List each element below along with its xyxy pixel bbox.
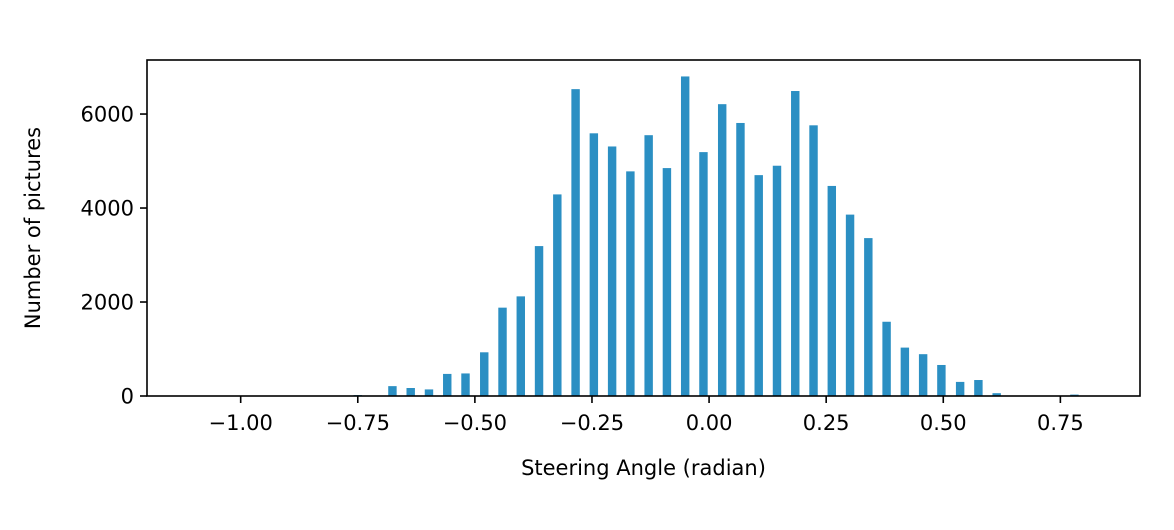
- histogram-bar: [754, 175, 763, 396]
- histogram-bar: [406, 388, 415, 396]
- histogram-bar: [534, 246, 544, 396]
- plot-frame: [146, 59, 1141, 397]
- x-tick-label: −0.50: [443, 411, 507, 435]
- histogram-bar: [974, 380, 983, 396]
- histogram-bar: [791, 91, 800, 397]
- x-tick-label: −0.25: [560, 411, 624, 435]
- histogram-bar: [644, 135, 653, 396]
- histogram-bar: [736, 122, 745, 396]
- x-tick-label: 0.00: [686, 411, 733, 435]
- x-tick-label: 0.25: [803, 411, 850, 435]
- histogram-bar: [882, 321, 891, 396]
- histogram-bar: [571, 89, 580, 396]
- x-tick-label: −1.00: [208, 411, 272, 435]
- histogram-bar: [992, 393, 1001, 396]
- histogram-bar: [516, 296, 525, 396]
- x-axis-label: Steering Angle (radian): [521, 456, 766, 480]
- y-tick-label: 4000: [81, 197, 134, 221]
- histogram-bar: [424, 389, 434, 396]
- histogram-bar: [480, 352, 489, 396]
- y-tick-label: 0: [121, 385, 134, 409]
- x-tick-label: −0.75: [326, 411, 390, 435]
- histogram-bar: [937, 364, 946, 396]
- histogram-bar: [845, 214, 855, 396]
- histogram-bar: [827, 185, 837, 396]
- histogram-bar: [461, 373, 470, 396]
- histogram-bar: [626, 171, 635, 396]
- x-tick-label: 0.75: [1037, 411, 1084, 435]
- histogram-bar: [864, 238, 873, 396]
- histogram-bars: [353, 76, 1079, 397]
- y-axis: 0 2000 4000 6000: [81, 103, 147, 409]
- histogram-bar: [388, 386, 397, 396]
- histogram-bar: [955, 381, 965, 396]
- histogram-bar: [607, 146, 617, 396]
- histogram-bar: [680, 76, 690, 396]
- histogram-bar: [699, 152, 708, 396]
- histogram-bar: [662, 168, 672, 396]
- histogram-bar: [589, 133, 599, 396]
- histogram-bar: [772, 165, 782, 396]
- histogram-bar: [809, 125, 818, 396]
- y-tick-label: 6000: [81, 103, 134, 127]
- histogram-bar: [900, 347, 910, 396]
- x-tick-label: 0.50: [920, 411, 967, 435]
- histogram-bar: [553, 194, 562, 396]
- x-axis: −1.00 −0.75 −0.50 −0.25 0.00 0.25 0.50 0.75: [208, 396, 1084, 435]
- histogram-bar: [717, 104, 727, 397]
- histogram-bar: [498, 307, 507, 396]
- histogram-bar: [443, 373, 452, 396]
- y-axis-label: Number of pictures: [21, 127, 45, 329]
- y-tick-label: 2000: [81, 291, 134, 315]
- histogram-bar: [918, 354, 928, 396]
